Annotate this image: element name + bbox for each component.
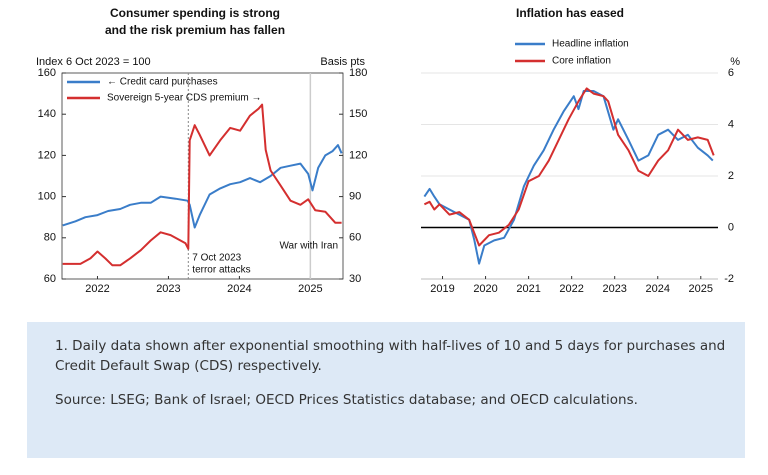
x-tick-label: 2022: [559, 283, 583, 295]
y-tick-label: 120: [38, 149, 56, 161]
y2-tick-label: 30: [349, 273, 361, 285]
plot-frame: [61, 72, 344, 280]
legend-label: Core inflation: [552, 56, 611, 67]
x-tick-label: 2023: [156, 283, 180, 295]
chart-title: Inflation has eased: [516, 6, 624, 20]
y2-axis-label: %: [730, 56, 740, 68]
y2-axis-label: Basis pts: [320, 56, 365, 68]
x-tick-label: 2025: [298, 283, 322, 295]
annotation: terror attacks: [192, 265, 250, 276]
y2-tick-label: 4: [728, 118, 734, 130]
x-tick-label: 2019: [430, 283, 454, 295]
y2-tick-label: 0: [728, 221, 734, 233]
y2-tick-label: 150: [349, 108, 367, 120]
y-axis-label: Index 6 Oct 2023 = 100: [36, 56, 151, 68]
notes-box: 1. Daily data shown after exponential sm…: [27, 322, 745, 458]
annotation: War with Iran: [279, 241, 338, 252]
x-tick-label: 2020: [473, 283, 497, 295]
y-tick-label: 100: [38, 191, 56, 203]
x-tick-label: 2024: [645, 283, 669, 295]
series-line: [62, 103, 342, 267]
y2-tick-label: 60: [349, 232, 361, 244]
x-tick-label: 2021: [516, 283, 540, 295]
legend-label: ← Credit card purchases: [107, 77, 218, 88]
footnote: 1. Daily data shown after exponential sm…: [55, 338, 726, 374]
x-tick-label: 2024: [227, 283, 251, 295]
y2-tick-label: 180: [349, 67, 367, 79]
y2-tick-label: 6: [728, 67, 734, 79]
series-line: [423, 90, 714, 265]
x-tick-label: 2025: [689, 283, 713, 295]
source: Source: LSEG; Bank of Israel; OECD Price…: [55, 392, 638, 408]
y2-tick-label: -2: [724, 273, 734, 285]
legend-label: Sovereign 5-year CDS premium →: [107, 93, 262, 104]
y-tick-label: 60: [44, 273, 56, 285]
series-line: [62, 144, 343, 229]
y-tick-label: 160: [38, 67, 56, 79]
chart-title: and the risk premium has fallen: [105, 23, 285, 37]
y-tick-label: 140: [38, 108, 56, 120]
y-tick-label: 80: [44, 232, 56, 244]
y2-tick-label: 2: [728, 170, 734, 182]
y2-tick-label: 90: [349, 191, 361, 203]
series-line: [423, 87, 715, 247]
chart-title: Consumer spending is strong: [110, 6, 280, 20]
charts: Consumer spending is strong and the risk …: [36, 6, 740, 295]
annotation: 7 Oct 2023: [192, 253, 241, 264]
x-tick-label: 2022: [85, 283, 109, 295]
legend-label: Headline inflation: [552, 39, 629, 50]
x-tick-label: 2023: [602, 283, 626, 295]
y2-tick-label: 120: [349, 149, 367, 161]
